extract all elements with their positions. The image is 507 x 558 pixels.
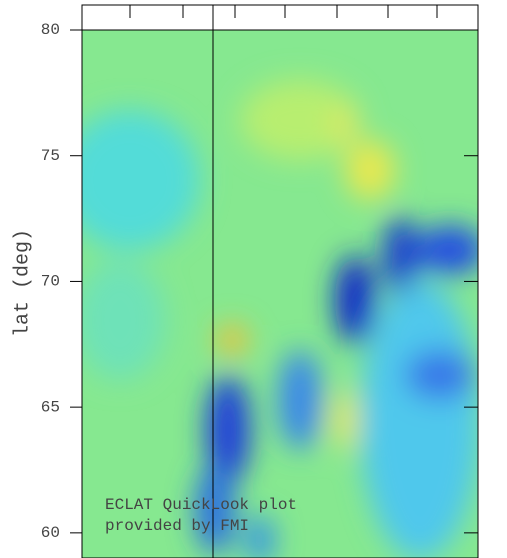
y-tick-label: 80 bbox=[41, 21, 60, 39]
y-tick-label: 70 bbox=[41, 273, 60, 291]
y-tick-label: 60 bbox=[41, 524, 60, 542]
annotation: provided by FMI bbox=[105, 517, 249, 535]
y-tick-label: 75 bbox=[41, 147, 60, 165]
heatmap bbox=[82, 30, 478, 558]
top-ticks bbox=[129, 5, 438, 18]
top-strip bbox=[81, 4, 479, 31]
plot-frame bbox=[81, 29, 479, 558]
y-tick-label: 65 bbox=[41, 398, 60, 416]
annotation: ECLAT QuickLook plot bbox=[105, 496, 297, 514]
y-axis-label: lat (deg) bbox=[11, 229, 34, 337]
